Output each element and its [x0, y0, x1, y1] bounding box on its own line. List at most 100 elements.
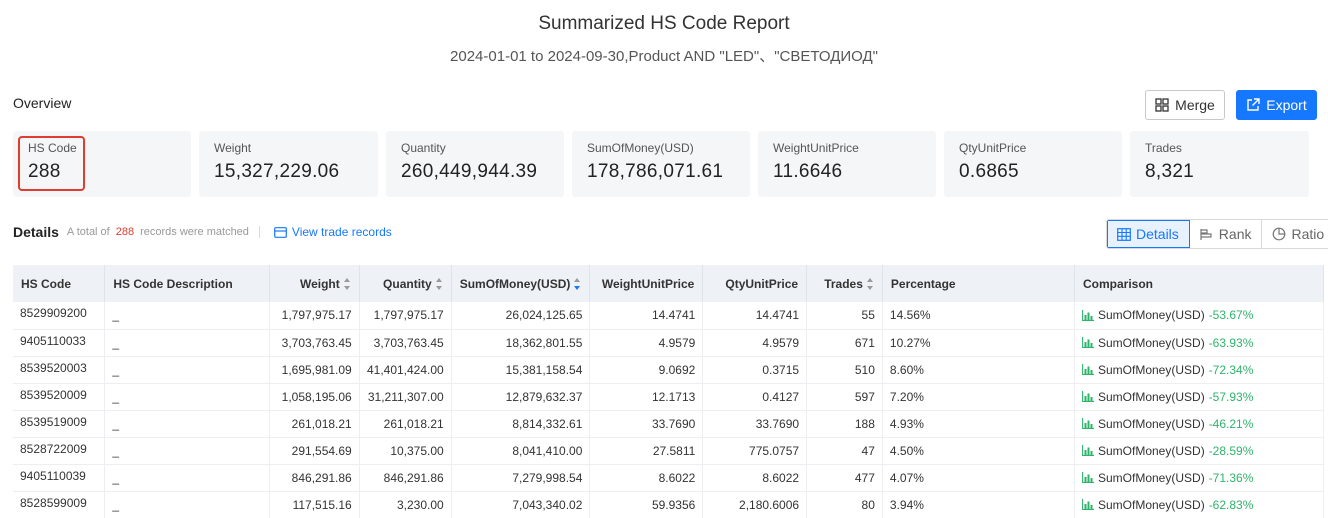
col-quantity-label: Quantity — [383, 276, 432, 291]
card-value: 15,327,229.06 — [214, 161, 340, 182]
col-weight[interactable]: Weight — [269, 265, 360, 302]
weight-unit-price-cell: 33.7690 — [589, 410, 704, 438]
col-hs-code: HS Code — [13, 265, 106, 302]
trades-cell: 55 — [806, 302, 883, 330]
weight-unit-price-cell: 59.9356 — [589, 491, 704, 518]
bar-chart-icon — [1082, 418, 1094, 429]
description-cell: _ — [104, 356, 270, 384]
tab-rank[interactable]: Rank — [1190, 220, 1263, 248]
description-cell: _ — [104, 437, 270, 465]
quantity-cell: 31,211,307.00 — [359, 383, 452, 411]
weight-cell: 3,703,763.45 — [269, 329, 360, 357]
comparison-change: -28.59% — [1208, 443, 1254, 458]
qty-unit-price-cell: 14.4741 — [702, 302, 808, 330]
col-trades[interactable]: Trades — [806, 265, 883, 302]
card-value: 260,449,944.39 — [401, 161, 538, 182]
col-qty-unit-price: QtyUnitPrice — [702, 265, 808, 302]
view-trade-records-link[interactable]: View trade records — [274, 225, 392, 239]
hs-code-table: HS Code HS Code Description Weight Quant… — [13, 265, 1324, 518]
percentage-cell: 4.50% — [882, 437, 1076, 465]
trades-cell: 477 — [806, 464, 883, 492]
bar-chart-icon — [1082, 391, 1094, 402]
comparison-cell[interactable]: SumOfMoney(USD) -46.21% — [1074, 410, 1324, 438]
comparison-cell[interactable]: SumOfMoney(USD) -71.36% — [1074, 464, 1324, 492]
comparison-cell[interactable]: SumOfMoney(USD) -28.59% — [1074, 437, 1324, 465]
comparison-cell[interactable]: SumOfMoney(USD) -72.34% — [1074, 356, 1324, 384]
table-row[interactable]: 9405110033 _ 3,703,763.45 3,703,763.45 18,36… — [13, 329, 1324, 357]
hs-code-cell: 9405110039 — [13, 464, 106, 492]
qty-unit-price-cell: 8.6022 — [702, 464, 808, 492]
trades-cell: 80 — [806, 491, 883, 518]
comparison-label: SumOfMoney(USD) — [1098, 335, 1205, 350]
overview-cards: HS Code 288 Weight 15,327,229.06 Quantit… — [13, 131, 1313, 197]
comparison-change: -57.93% — [1208, 389, 1254, 404]
export-button[interactable]: Export — [1236, 90, 1317, 120]
comparison-cell[interactable]: SumOfMoney(USD) -63.93% — [1074, 329, 1324, 357]
comparison-change: -72.34% — [1208, 362, 1254, 377]
card-label: Weight — [214, 141, 252, 155]
weight-cell: 1,797,975.17 — [269, 302, 360, 330]
percentage-cell: 10.27% — [882, 329, 1076, 357]
divider — [258, 226, 260, 238]
rank-bar-icon — [1200, 228, 1212, 240]
comparison-cell[interactable]: SumOfMoney(USD) -57.93% — [1074, 383, 1324, 411]
comparison-change: -71.36% — [1208, 470, 1254, 485]
comparison-cell[interactable]: SumOfMoney(USD) -62.83% — [1074, 491, 1324, 518]
table-row[interactable]: 9405110039 _ 846,291.86 846,291.86 7,279,998… — [13, 464, 1324, 492]
comparison-label: SumOfMoney(USD) — [1098, 470, 1205, 485]
highlight-outline — [18, 136, 85, 191]
table-row[interactable]: 8528722009 _ 291,554.69 10,375.00 8,041,410.… — [13, 437, 1324, 465]
bar-chart-icon — [1082, 309, 1094, 321]
sort-icon[interactable] — [435, 278, 443, 291]
bar-chart-icon — [1082, 337, 1094, 348]
total-records-text: A total of 288 records were matched — [67, 226, 249, 238]
table-row[interactable]: 8529909200 _ 1,797,975.17 1,797,975.17 26,02… — [13, 302, 1324, 330]
sort-icon[interactable] — [866, 278, 874, 291]
percentage-cell: 4.07% — [882, 464, 1076, 492]
comparison-change: -53.67% — [1208, 308, 1254, 323]
description-cell: _ — [104, 464, 270, 492]
qty-unit-price-cell: 4.9579 — [702, 329, 808, 357]
percentage-cell: 14.56% — [882, 302, 1076, 330]
sum-of-money-cell: 15,381,158.54 — [451, 356, 591, 384]
description-cell: _ — [104, 410, 270, 438]
comparison-cell[interactable]: SumOfMoney(USD) -53.67% — [1074, 302, 1324, 330]
tab-details[interactable]: Details — [1107, 220, 1190, 248]
col-quantity[interactable]: Quantity — [359, 265, 452, 302]
merge-label: Merge — [1175, 97, 1215, 113]
tab-ratio[interactable]: Ratio — [1262, 220, 1328, 248]
col-weight-unit-price: WeightUnitPrice — [589, 265, 704, 302]
quantity-cell: 3,230.00 — [359, 491, 452, 518]
col-sum-of-money-label: SumOfMoney(USD) — [459, 276, 571, 291]
trades-cell: 47 — [806, 437, 883, 465]
export-label: Export — [1266, 97, 1307, 113]
table-row[interactable]: 8539519009 _ 261,018.21 261,018.21 8,814,332… — [13, 410, 1324, 438]
sum-of-money-cell: 8,041,410.00 — [451, 437, 591, 465]
details-label: Details — [13, 224, 59, 240]
sort-icon[interactable] — [343, 278, 351, 291]
sort-icon[interactable] — [574, 278, 581, 291]
table-header-row: HS Code HS Code Description Weight Quant… — [13, 265, 1324, 302]
hs-code-cell: 8529909200 — [13, 302, 106, 330]
table-row[interactable]: 8528599009 _ 117,515.16 3,230.00 7,043,340.0… — [13, 491, 1324, 518]
description-cell: _ — [104, 383, 270, 411]
table-row[interactable]: 8539520009 _ 1,058,195.06 31,211,307.00 12,8… — [13, 383, 1324, 411]
hs-code-cell: 9405110033 — [13, 329, 106, 357]
weight-cell: 117,515.16 — [269, 491, 360, 518]
col-description: HS Code Description — [104, 265, 270, 302]
qty-unit-price-cell: 2,180.6006 — [702, 491, 808, 518]
col-sum-of-money[interactable]: SumOfMoney(USD) — [451, 265, 591, 302]
card-label: WeightUnitPrice — [773, 141, 859, 155]
quantity-cell: 1,797,975.17 — [359, 302, 452, 330]
table-row[interactable]: 8539520003 _ 1,695,981.09 41,401,424.00 15,3… — [13, 356, 1324, 384]
merge-button[interactable]: Merge — [1145, 90, 1225, 120]
comparison-change: -62.83% — [1208, 497, 1254, 512]
total-count: 288 — [115, 226, 135, 238]
weight-unit-price-cell: 4.9579 — [589, 329, 704, 357]
table-icon — [1117, 227, 1131, 241]
trades-cell: 671 — [806, 329, 883, 357]
hs-code-cell: 8528722009 — [13, 437, 106, 465]
comparison-label: SumOfMoney(USD) — [1098, 389, 1205, 404]
col-trades-label: Trades — [824, 276, 863, 291]
description-cell: _ — [104, 302, 270, 330]
